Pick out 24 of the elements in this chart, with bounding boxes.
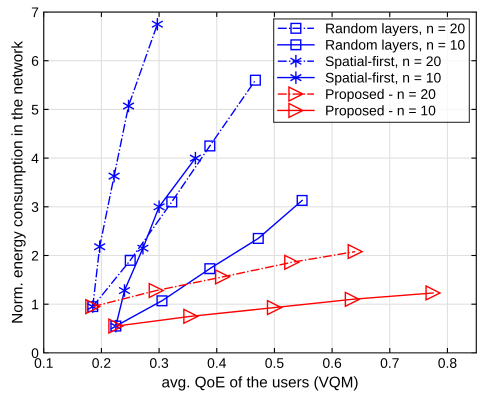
legend-label: Proposed - n = 10 [326, 105, 436, 118]
x-tick-label: 0.1 [34, 358, 53, 368]
y-tick-label: 6 [32, 56, 38, 66]
x-tick-label: 0.3 [150, 358, 168, 368]
x-tick-label: 0.8 [438, 358, 456, 368]
y-tick-label: 0 [32, 348, 38, 358]
x-tick-label: 0.6 [322, 358, 342, 368]
x-tick-label: 0.4 [208, 358, 226, 368]
y-tick-label: 5 [32, 104, 38, 115]
legend-label: Proposed - n = 20 [326, 88, 436, 102]
legend-label: Spatial-first, n = 20 [326, 56, 441, 69]
x-axis-title: avg. QoE of the users (VQM) [162, 376, 358, 390]
x-tick-label: 0.7 [380, 358, 399, 368]
legend-label: Spatial-first, n = 10 [326, 72, 441, 86]
x-tick-label: 0.5 [265, 358, 284, 368]
y-tick-label: 2 [32, 250, 38, 261]
y-tick-label: 1 [32, 300, 38, 310]
x-tick-label: 0.2 [92, 358, 110, 368]
y-axis-title: Norm. energy consumption in the network [11, 41, 26, 323]
legend-label: Random layers, n = 20 [326, 23, 465, 36]
y-tick-label: 3 [32, 202, 38, 212]
legend-label: Random layers, n = 10 [326, 40, 465, 53]
y-tick-label: 7 [32, 8, 38, 18]
y-tick-label: 4 [31, 154, 38, 164]
